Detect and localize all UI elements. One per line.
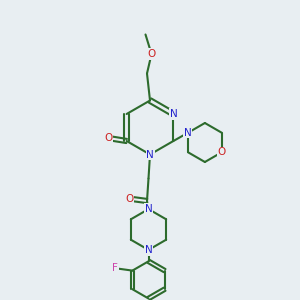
Text: N: N xyxy=(146,149,154,160)
Text: N: N xyxy=(169,109,177,119)
Text: N: N xyxy=(145,204,152,214)
Text: N: N xyxy=(145,245,152,255)
Text: O: O xyxy=(147,49,156,59)
Text: O: O xyxy=(125,194,133,204)
Text: O: O xyxy=(104,133,112,143)
Text: O: O xyxy=(218,147,226,157)
Text: N: N xyxy=(184,128,192,138)
Text: F: F xyxy=(112,263,118,273)
